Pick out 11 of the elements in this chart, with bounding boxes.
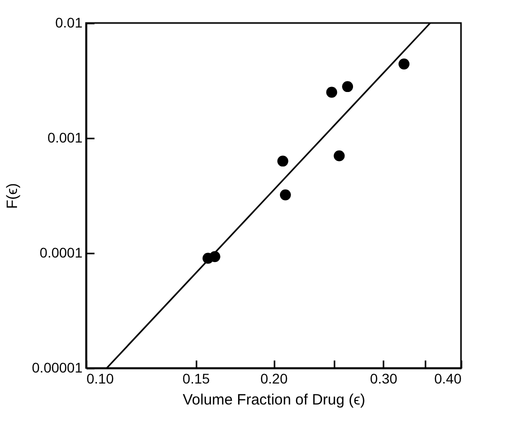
y-tick-label: 0.00001 xyxy=(32,360,83,376)
y-tick-label: 0.001 xyxy=(47,130,83,146)
x-tick-label: 0.40 xyxy=(434,370,462,386)
x-axis-title: Volume Fraction of Drug (ϵ) xyxy=(182,392,366,408)
x-tick-label: 0.30 xyxy=(370,370,398,386)
y-axis-title: F(ϵ) xyxy=(4,183,21,209)
x-tick-label: 0.10 xyxy=(86,370,114,386)
y-tick-label: 0.0001 xyxy=(40,244,83,260)
x-tick-label: 0.20 xyxy=(260,370,288,386)
x-tick-label: 0.15 xyxy=(182,370,210,386)
y-tick-label: 0.01 xyxy=(55,14,83,30)
